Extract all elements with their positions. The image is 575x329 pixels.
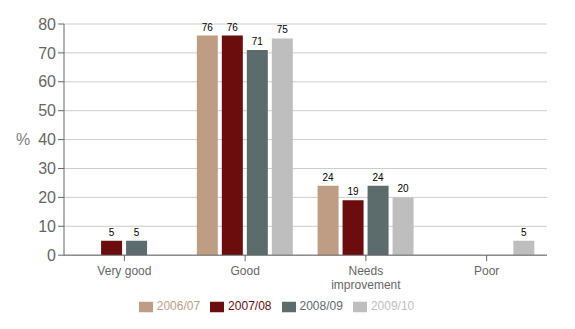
svg-text:Poor: Poor [474,264,499,278]
html-text:2008/09: 2008/09 [299,299,343,314]
svg-text:76: 76 [227,22,239,33]
svg-text:24: 24 [373,172,385,183]
svg-text:50: 50 [38,102,56,119]
html-text:2006/07: 2006/07 [156,299,201,314]
svg-text:20: 20 [38,189,56,206]
svg-text:19: 19 [348,186,360,197]
svg-text:80: 80 [38,16,56,33]
svg-text:24: 24 [323,172,335,183]
svg-text:5: 5 [109,227,115,238]
svg-text:76: 76 [202,22,214,33]
svg-text:5: 5 [134,227,140,238]
svg-text:Very good: Very good [97,264,151,278]
svg-text:70: 70 [38,45,56,62]
svg-text:%: % [16,131,30,148]
svg-text:0: 0 [47,247,56,264]
svg-text:10: 10 [38,218,56,235]
html-text:2009/10: 2009/10 [370,299,415,314]
svg-text:40: 40 [38,131,56,148]
svg-text:75: 75 [277,24,289,35]
svg-text:Needsimprovement: Needsimprovement [331,264,401,292]
svg-text:Good: Good [230,264,259,278]
svg-text:20: 20 [398,183,410,194]
svg-text:60: 60 [38,73,56,90]
svg-text:30: 30 [38,160,56,177]
svg-text:5: 5 [521,227,527,238]
html-text:2007/08: 2007/08 [228,299,272,314]
svg-text:71: 71 [252,36,264,47]
